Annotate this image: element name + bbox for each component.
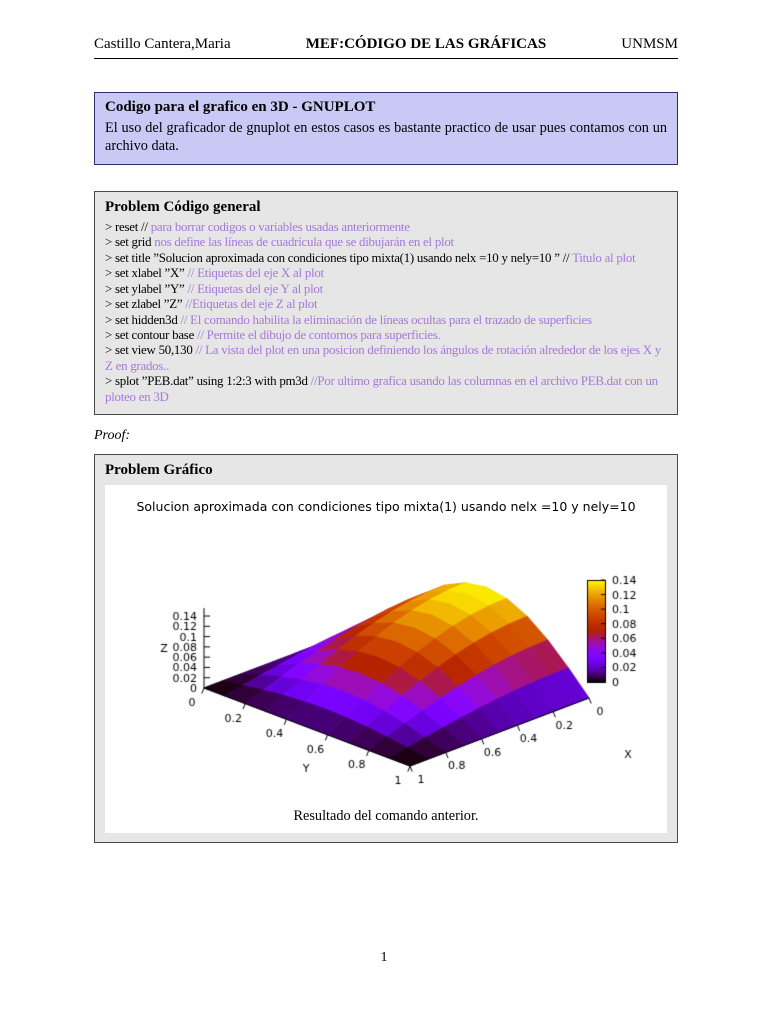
code-text: > set hidden3d [105,312,181,327]
graph-box-title: Problem Gráfico [105,462,213,479]
code-comment: // Etiquetas del eje X al plot [187,266,324,281]
code-line: > set ylabel ”Y” // Etiquetas del eje Y … [105,282,667,297]
code-text: > set ylabel ”Y” [105,281,188,296]
code-text: > splot ”PEB.dat” using 1:2:3 with pm3d [105,374,311,389]
header-institution: UNMSM [621,36,678,52]
code-comment: para borrar codigos o variables usadas a… [150,219,410,234]
code-line: > splot ”PEB.dat” using 1:2:3 with pm3d … [105,374,667,405]
code-line: > set zlabel ”Z” //Etiquetas del eje Z a… [105,297,667,312]
code-text: > set grid [105,235,155,250]
code-line: > set hidden3d // El comando habilita la… [105,313,667,328]
page-header: Castillo Cantera,Maria MEF:CÓDIGO DE LAS… [94,36,678,53]
page: Castillo Cantera,Maria MEF:CÓDIGO DE LAS… [94,36,678,844]
gnuplot-3d-surface-chart [106,520,666,801]
code-line: > set view 50,130 // La vista del plot e… [105,343,667,374]
code-line: > reset // para borrar codigos o variabl… [105,220,667,235]
code-comment: // La vista del plot en una posicion def… [105,343,661,373]
header-title: MEF:CÓDIGO DE LAS GRÁFICAS [305,36,547,52]
code-comment: // Etiquetas del eje Y al plot [187,281,323,296]
proof-label: Proof: [94,428,131,444]
info-box: Codigo para el grafico en 3D - GNUPLOT E… [94,92,678,165]
code-comment: nos define las líneas de cuadrícula que … [154,235,454,250]
code-box: Problem Código general > reset // para b… [94,190,678,416]
header-author: Castillo Cantera,Maria [94,36,231,52]
code-text: > set title ”Solucion aproximada con con… [105,250,573,265]
code-text: > set contour base [105,327,198,342]
code-line: > set contour base // Permite el dibujo … [105,328,667,343]
code-comment: Titulo al plot [572,250,636,265]
page-number: 1 [380,950,388,965]
header-rule [94,58,678,59]
plot-title: Solucion aproximada con condiciones tipo… [136,499,636,515]
code-text: > reset // [105,219,151,234]
code-box-title: Problem Código general [105,198,261,215]
code-comment: //Etiquetas del eje Z al plot [185,297,318,312]
code-line: > set xlabel ”X” // Etiquetas del eje X … [105,266,667,281]
code-comment: //Por ultimo grafica usando las columnas… [105,374,658,404]
info-box-title: Codigo para el grafico en 3D - GNUPLOT [105,99,376,115]
plot-caption: Resultado del comando anterior. [293,808,479,825]
code-text: > set zlabel ”Z” [105,297,186,312]
info-box-body: El uso del graficador de gnuplot en esto… [105,120,667,155]
code-comment: // El comando habilita la eliminación de… [180,312,592,327]
code-text: > set view 50,130 [105,343,196,358]
graph-box: Problem Gráfico Solucion aproximada con … [94,454,678,844]
plot-panel: Solucion aproximada con condiciones tipo… [105,485,667,834]
code-line: > set title ”Solucion aproximada con con… [105,251,667,266]
code-text: > set xlabel ”X” [105,266,188,281]
code-comment: // Permite el dibujo de contornos para s… [197,327,441,342]
code-line: > set grid nos define las líneas de cuad… [105,235,667,250]
